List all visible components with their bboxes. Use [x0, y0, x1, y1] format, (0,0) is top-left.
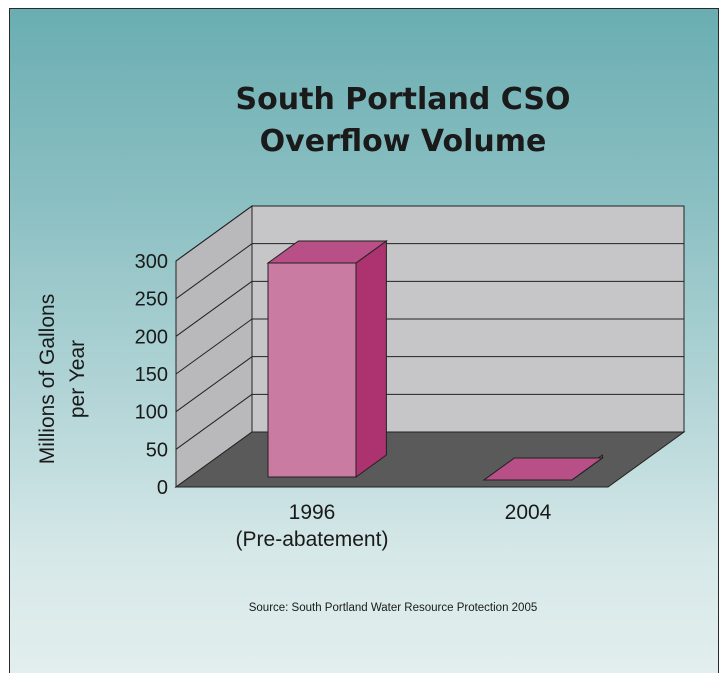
y-tick-label: 200: [135, 326, 168, 348]
x-tick-label: (Pre-abatement): [236, 528, 389, 551]
y-axis-label: Millions of Gallons per Year: [36, 294, 89, 464]
bars: [266, 240, 604, 481]
gridline-side: [175, 318, 253, 375]
y-tick-label: 0: [157, 477, 168, 499]
y-axis-label-line: per Year: [66, 340, 89, 418]
chart-title-line: South Portland CSO: [236, 82, 571, 117]
x-tick-label: 1996: [289, 501, 336, 524]
gridline-side: [175, 356, 253, 413]
chart-title-line: Overflow Volume: [260, 124, 547, 159]
gridline-side: [175, 393, 253, 450]
gridline-side: [175, 243, 253, 300]
gridline-side: [175, 205, 253, 262]
y-axis-label-line: Millions of Gallons: [36, 294, 59, 464]
x-tick-label: 2004: [505, 501, 552, 524]
bar-side: [355, 240, 387, 478]
floor: [174, 431, 686, 488]
x-tick-labels: 1996 (Pre-abatement) 2004: [236, 501, 552, 551]
source-note: Source: South Portland Water Resource Pr…: [249, 602, 538, 614]
y-tick-labels: 0 50 100 150 200 250 300: [135, 251, 168, 499]
bar: [482, 454, 604, 481]
y-tick-label: 300: [135, 251, 168, 273]
chart-walls: [174, 205, 686, 488]
y-tick-label: 50: [146, 439, 168, 461]
y-tick-label: 250: [135, 289, 168, 311]
chart-title: South Portland CSO Overflow Volume: [236, 82, 571, 159]
bar-chart-3d: South Portland CSO Overflow Volume 0 50 100…: [36, 82, 686, 614]
bar: [266, 240, 388, 478]
y-tick-label: 100: [135, 402, 168, 424]
bar-front: [267, 262, 357, 478]
bar-top: [482, 457, 604, 481]
gridline-side: [175, 280, 253, 337]
chart-panel: South Portland CSO Overflow Volume 0 50 100…: [9, 8, 719, 673]
y-tick-label: 150: [135, 364, 168, 386]
